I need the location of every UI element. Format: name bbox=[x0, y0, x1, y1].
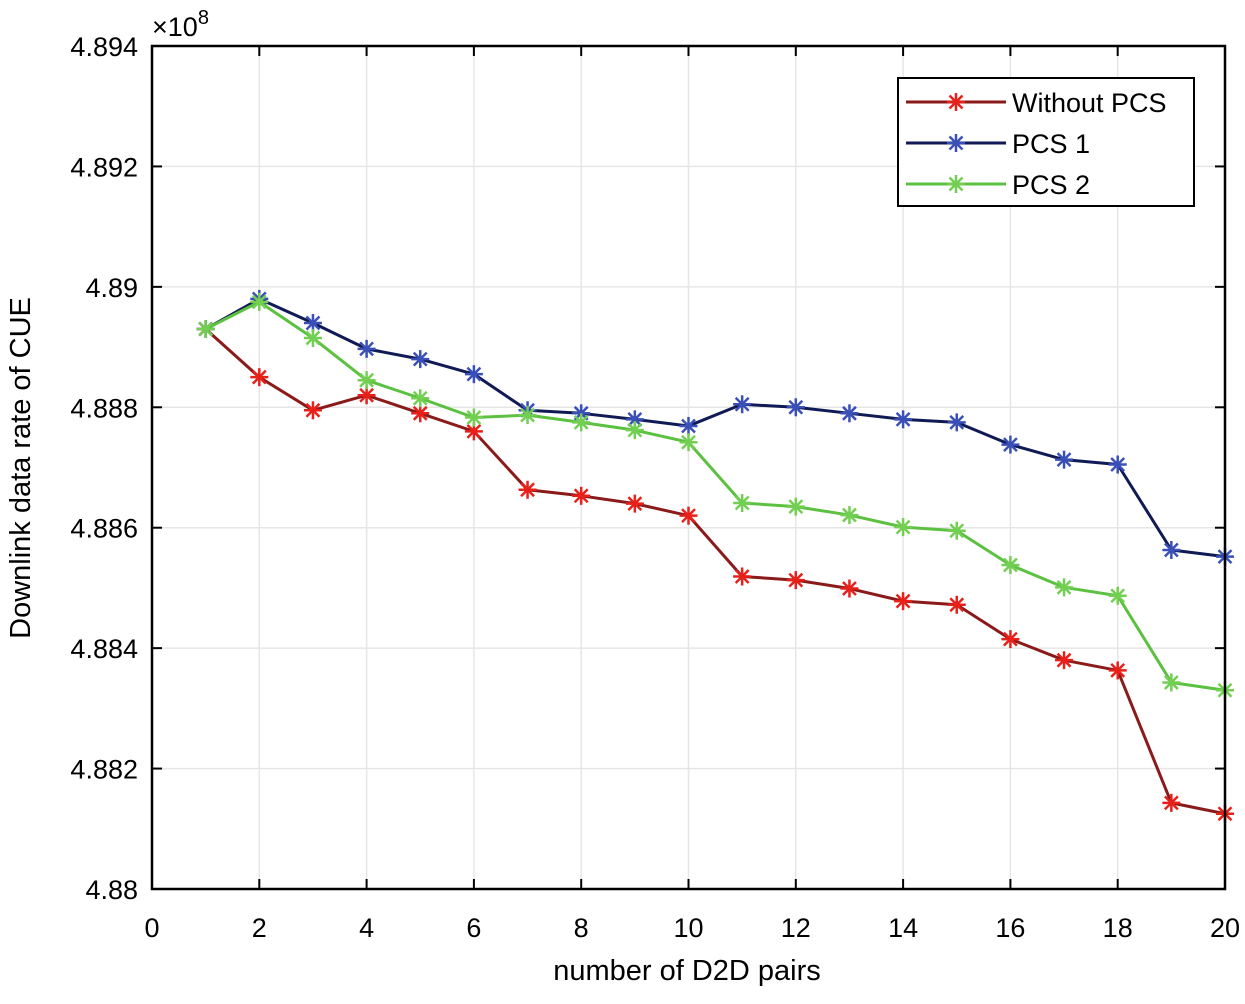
data-point bbox=[947, 521, 966, 540]
data-point bbox=[733, 567, 752, 586]
x-tick-label: 8 bbox=[574, 913, 589, 943]
data-point bbox=[411, 350, 430, 369]
data-point bbox=[303, 401, 322, 420]
legend-item: Without PCS bbox=[906, 88, 1167, 118]
legend-item: PCS 1 bbox=[906, 129, 1090, 159]
data-point bbox=[1001, 556, 1020, 575]
data-point bbox=[572, 413, 591, 432]
data-point bbox=[1162, 793, 1181, 812]
x-tick-label: 16 bbox=[995, 913, 1025, 943]
data-point bbox=[411, 389, 430, 408]
x-tick-label: 14 bbox=[888, 913, 918, 943]
x-tick-label: 4 bbox=[359, 913, 374, 943]
data-point bbox=[250, 292, 269, 311]
data-point bbox=[1001, 630, 1020, 649]
data-point bbox=[1108, 586, 1127, 605]
data-point bbox=[894, 518, 913, 537]
legend-marker bbox=[947, 93, 965, 111]
data-point bbox=[1001, 435, 1020, 454]
data-point bbox=[1162, 673, 1181, 692]
data-point bbox=[840, 404, 859, 423]
data-point bbox=[840, 506, 859, 525]
y-multiplier-base: ×10 bbox=[152, 12, 198, 42]
legend-marker bbox=[947, 134, 965, 152]
series-line bbox=[204, 300, 1226, 692]
data-point bbox=[1108, 455, 1127, 474]
data-point bbox=[572, 486, 591, 505]
y-tick-label: 4.89 bbox=[85, 273, 138, 303]
x-tick-label: 10 bbox=[673, 913, 703, 943]
data-point bbox=[786, 497, 805, 516]
data-point bbox=[947, 413, 966, 432]
data-point bbox=[250, 368, 269, 387]
x-tick-label: 2 bbox=[252, 913, 267, 943]
data-point bbox=[786, 398, 805, 417]
data-point bbox=[1055, 450, 1074, 469]
data-point bbox=[894, 410, 913, 429]
y-tick-label: 4.892 bbox=[70, 152, 138, 182]
series-1 bbox=[196, 320, 1234, 823]
y-tick-label: 4.888 bbox=[70, 393, 138, 423]
ticks: 0 2 4 6 8 10 12 14 16 18 20 4.88 4.882 4.884 4.886 4.88… bbox=[70, 32, 1240, 943]
legend-marker bbox=[947, 175, 965, 193]
x-tick-label: 18 bbox=[1103, 913, 1133, 943]
data-point bbox=[679, 506, 698, 525]
data-point bbox=[303, 313, 322, 332]
data-point bbox=[679, 416, 698, 435]
data-point bbox=[786, 571, 805, 590]
data-point bbox=[733, 494, 752, 513]
data-point bbox=[733, 395, 752, 414]
series-layer bbox=[196, 289, 1234, 823]
data-point bbox=[357, 386, 376, 405]
legend-label: PCS 2 bbox=[1012, 170, 1090, 200]
y-tick-label: 4.88 bbox=[85, 875, 138, 905]
legend: Without PCS PCS 1 PCS 2 bbox=[897, 77, 1195, 207]
data-point bbox=[303, 329, 322, 348]
series-line bbox=[204, 297, 1226, 559]
data-point bbox=[1162, 540, 1181, 559]
data-point bbox=[1108, 661, 1127, 680]
data-point bbox=[894, 592, 913, 611]
data-point bbox=[464, 422, 483, 441]
data-point bbox=[625, 494, 644, 513]
data-point bbox=[357, 339, 376, 358]
y-tick-label: 4.882 bbox=[70, 755, 138, 785]
legend-label: PCS 1 bbox=[1012, 129, 1090, 159]
x-tick-label: 20 bbox=[1210, 913, 1240, 943]
y-tick-label: 4.884 bbox=[70, 634, 138, 664]
data-point bbox=[1055, 578, 1074, 597]
data-point bbox=[518, 480, 537, 499]
data-point bbox=[196, 320, 215, 339]
data-point bbox=[411, 404, 430, 423]
legend-item: PCS 2 bbox=[906, 170, 1090, 200]
data-point bbox=[357, 371, 376, 390]
series-3 bbox=[196, 292, 1234, 700]
y-axis-label: Downlink data rate of CUE bbox=[5, 297, 37, 639]
y-multiplier-exponent: 8 bbox=[198, 7, 209, 29]
x-tick-label: 12 bbox=[781, 913, 811, 943]
x-tick-label: 6 bbox=[466, 913, 481, 943]
data-point bbox=[625, 421, 644, 440]
y-multiplier-label: ×108 bbox=[152, 7, 209, 42]
x-tick-label: 0 bbox=[144, 913, 159, 943]
data-point bbox=[947, 595, 966, 614]
y-tick-label: 4.886 bbox=[70, 514, 138, 544]
data-point bbox=[679, 433, 698, 452]
series-line bbox=[204, 327, 1226, 816]
data-point bbox=[518, 406, 537, 425]
x-axis-label: number of D2D pairs bbox=[553, 955, 821, 987]
data-point bbox=[1055, 651, 1074, 670]
legend-label: Without PCS bbox=[1012, 88, 1167, 118]
data-point bbox=[464, 408, 483, 427]
data-point bbox=[840, 579, 859, 598]
data-point bbox=[464, 365, 483, 384]
legend-items: Without PCS PCS 1 PCS 2 bbox=[906, 88, 1167, 200]
y-tick-label: 4.894 bbox=[70, 32, 138, 62]
